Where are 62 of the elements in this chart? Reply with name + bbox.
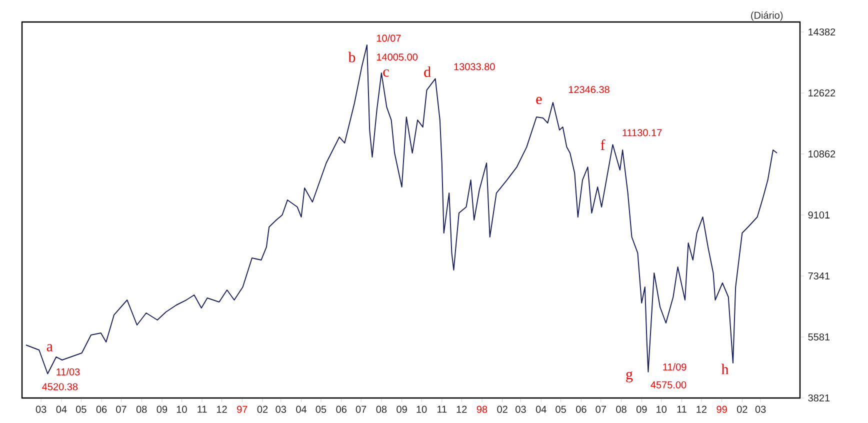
x-tick-label: 10: [176, 406, 187, 413]
annotation: f: [600, 139, 606, 150]
annotation: c: [383, 69, 389, 77]
x-tick-label: 07: [596, 406, 606, 413]
x-tick-label: 02: [257, 406, 268, 413]
x-tick-label: 05: [316, 406, 326, 413]
x-tick-label: 07: [116, 406, 126, 413]
x-tick-label: 08: [616, 406, 626, 413]
annotation: 4575.00: [650, 381, 686, 388]
annotation: 14005.00: [376, 54, 418, 61]
y-tick-label: 12622: [808, 89, 836, 97]
x-tick-label: 04: [56, 406, 67, 413]
x-tick-label: 05: [76, 406, 86, 413]
x-tick-label: 07: [356, 406, 366, 413]
annotation: 11130.17: [622, 129, 662, 136]
x-tick-label: 10: [656, 406, 667, 413]
x-tick-label: 03: [516, 406, 526, 413]
x-tick-label: 12: [696, 406, 706, 413]
annotation: 12346.38: [568, 86, 610, 94]
x-tick-label: 98: [476, 406, 488, 413]
annotation: a: [46, 344, 53, 352]
x-tick-label: 08: [136, 406, 147, 413]
annotation: 4520.38: [42, 383, 78, 390]
annotation: g: [626, 371, 633, 382]
y-tick-label: 9101: [808, 211, 830, 219]
y-tick-label: 5581: [808, 333, 830, 341]
y-tick-label: 10862: [808, 150, 836, 158]
annotation: 13033.80: [454, 63, 495, 70]
x-tick-label: 12: [216, 406, 227, 413]
chart-title: (Diário): [751, 11, 783, 21]
annotation: 11/03: [56, 368, 80, 376]
annotation: 11/09: [663, 363, 686, 371]
x-tick-label: 12: [456, 406, 467, 413]
y-tick-label: 14382: [808, 28, 836, 36]
x-tick-label: 03: [36, 406, 46, 413]
annotation: d: [424, 66, 431, 77]
x-tick-label: 09: [636, 406, 647, 413]
x-tick-label: 99: [716, 406, 727, 413]
y-tick-label: 3821: [808, 394, 830, 402]
x-tick-label: 03: [755, 406, 766, 413]
x-tick-label: 09: [396, 406, 407, 413]
x-tick-label: 11: [677, 406, 686, 413]
x-tick-label: 06: [96, 406, 107, 413]
annotation: 10/07: [376, 34, 401, 42]
x-tick-label: 08: [376, 406, 387, 413]
annotation: h: [721, 364, 729, 374]
x-tick-label: 06: [576, 406, 586, 413]
annotation: b: [348, 52, 356, 62]
x-tick-label: 06: [336, 406, 346, 413]
annotation: e: [536, 96, 542, 104]
x-tick-label: 02: [497, 406, 508, 413]
y-tick-label: 7341: [808, 272, 830, 280]
x-tick-label: 11: [198, 406, 207, 413]
x-tick-label: 03: [276, 406, 286, 413]
x-tick-label: 04: [536, 406, 546, 413]
x-tick-label: 97: [237, 406, 248, 413]
x-tick-label: 05: [556, 406, 566, 413]
x-tick-label: 11: [437, 406, 447, 413]
x-tick-label: 09: [156, 406, 168, 413]
x-tick-label: 02: [737, 406, 748, 413]
x-tick-label: 10: [416, 406, 427, 413]
x-tick-label: 04: [296, 406, 307, 413]
